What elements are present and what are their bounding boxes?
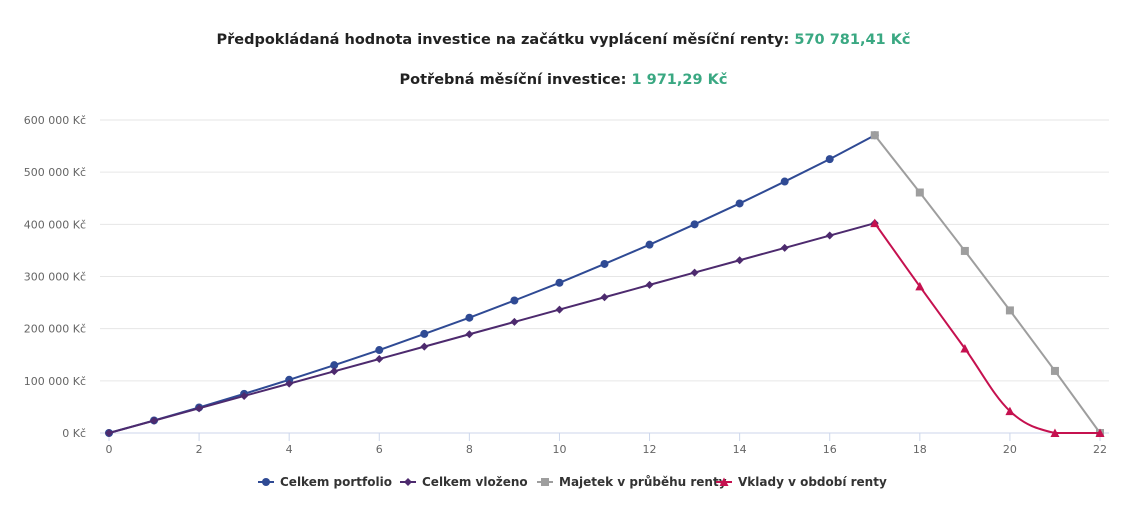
series-line xyxy=(873,134,1101,434)
y-tick-label: 300 000 Kč xyxy=(24,271,86,284)
data-point xyxy=(780,243,789,252)
data-point xyxy=(1050,428,1060,437)
chart-legend: Celkem portfolio Celkem vloženo Majetek v … xyxy=(258,475,887,489)
data-point xyxy=(960,343,970,353)
data-point xyxy=(645,280,654,289)
x-tick-label: 18 xyxy=(913,443,927,456)
header-monthly-label: Potřebná měsíční investice: xyxy=(399,72,627,88)
legend-marker xyxy=(404,478,412,486)
legend-marker xyxy=(541,478,549,486)
y-tick-label: 500 000 Kč xyxy=(24,166,86,179)
data-point xyxy=(1050,366,1059,375)
data-point xyxy=(1095,428,1105,437)
x-tick-label: 0 xyxy=(106,443,113,456)
data-point xyxy=(1005,306,1014,315)
x-tick-label: 2 xyxy=(196,443,203,456)
x-tick-label: 22 xyxy=(1093,443,1107,456)
legend-item-celkem-portfolio: Celkem portfolio xyxy=(258,475,392,489)
data-point xyxy=(870,131,879,140)
chart-grid xyxy=(100,119,1109,382)
x-tick-label: 16 xyxy=(823,443,837,456)
data-point xyxy=(600,293,609,302)
data-point xyxy=(870,218,880,228)
x-tick-label: 6 xyxy=(376,443,383,456)
legend-item-vklady-v-obdobi-renty: Vklady v období renty xyxy=(716,475,887,489)
series-majetek-v-prubehu-renty xyxy=(870,131,1104,437)
data-point xyxy=(600,259,609,268)
y-tick-label: 600 000 Kč xyxy=(24,114,86,127)
y-tick-label: 200 000 Kč xyxy=(24,323,86,336)
data-point xyxy=(195,404,204,413)
series-line xyxy=(873,222,1100,435)
x-tick-label: 14 xyxy=(733,443,747,456)
legend-label: Majetek v průběhu renty xyxy=(559,475,727,489)
series-celkem-vlozeno xyxy=(105,219,879,437)
x-axis: 0 2 4 6 8 10 12 14 16 18 20 22 xyxy=(100,432,1109,456)
data-point xyxy=(375,354,384,363)
data-point xyxy=(285,379,294,388)
data-point xyxy=(105,429,113,437)
data-point xyxy=(645,240,654,249)
y-axis-ticks: 0 Kč 100 000 Kč 200 000 Kč 300 000 Kč 400 00… xyxy=(24,114,86,440)
data-point xyxy=(780,177,789,186)
x-tick-label: 20 xyxy=(1003,443,1017,456)
data-point xyxy=(150,416,159,425)
legend-label: Vklady v období renty xyxy=(738,475,887,489)
data-point xyxy=(330,361,339,370)
series-line xyxy=(108,222,876,434)
x-tick-label: 12 xyxy=(643,443,657,456)
header-portfolio-label: Předpokládaná hodnota investice na začát… xyxy=(216,32,790,48)
header-monthly-amount: 1 971,29 Kč xyxy=(631,72,728,88)
data-point xyxy=(690,220,699,229)
y-tick-label: 0 Kč xyxy=(62,427,86,440)
legend-item-majetek-v-prubehu-renty: Majetek v průběhu renty xyxy=(537,475,727,489)
y-tick-label: 400 000 Kč xyxy=(24,218,86,231)
data-point xyxy=(240,391,249,400)
data-point xyxy=(375,346,384,355)
header-portfolio-amount: 570 781,41 Kč xyxy=(794,32,911,48)
data-point xyxy=(915,281,925,291)
legend-label: Celkem vloženo xyxy=(422,475,528,489)
chart-series xyxy=(105,131,1105,437)
legend-item-celkem-vlozeno: Celkem vloženo xyxy=(400,475,528,489)
data-point xyxy=(1005,406,1015,416)
legend-label: Celkem portfolio xyxy=(280,475,392,489)
legend-marker xyxy=(262,478,270,486)
data-point xyxy=(735,199,744,208)
data-point xyxy=(420,342,429,351)
data-point xyxy=(960,246,969,255)
series-vklady-v-obdobi-renty xyxy=(870,218,1105,437)
x-tick-label: 10 xyxy=(552,443,566,456)
data-point xyxy=(465,330,474,339)
data-point xyxy=(825,231,834,240)
data-point xyxy=(825,155,834,164)
header-monthly-investment: Potřebná měsíční investice: 1 971,29 Kč xyxy=(0,72,1127,88)
data-point xyxy=(690,268,699,277)
data-point xyxy=(465,313,474,322)
data-point xyxy=(420,329,429,338)
legend-marker xyxy=(719,477,729,486)
series-line xyxy=(108,134,876,434)
data-point xyxy=(555,278,564,287)
x-tick-label: 8 xyxy=(466,443,473,456)
data-point xyxy=(510,296,519,305)
data-point xyxy=(915,188,924,197)
data-point xyxy=(555,305,564,314)
x-tick-label: 4 xyxy=(286,443,293,456)
y-tick-label: 100 000 Kč xyxy=(24,375,86,388)
header-portfolio-value: Předpokládaná hodnota investice na začát… xyxy=(0,32,1127,48)
series-celkem-portfolio xyxy=(105,131,879,437)
data-point xyxy=(735,256,744,265)
data-point xyxy=(510,317,519,326)
data-point xyxy=(330,367,339,376)
